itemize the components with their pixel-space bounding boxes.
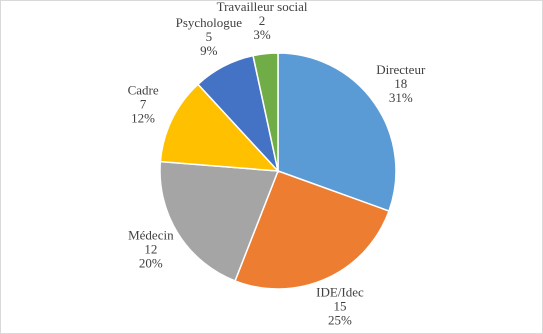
slice-label-name: Directeur [376,62,426,77]
pie-slice [252,52,279,172]
pie-slice [277,52,397,212]
slice-label-value: 7 [140,96,147,111]
slice-label-percent: 25% [328,313,352,328]
slice-label-percent: 12% [131,110,155,125]
slice-label-percent: 20% [139,256,163,271]
slice-label-name: Cadre [128,82,159,97]
pie-slice [159,83,280,172]
slice-label-name: Psychologue [176,15,243,30]
slice-label-value: 2 [259,13,266,28]
slice-label-name: Médecin [128,228,174,243]
slice-label-name: IDE/Idec [316,285,364,300]
slice-label-name: Travailleur social [217,0,308,14]
slice-label-percent: 31% [389,90,413,105]
slice-label-value: 18 [394,76,407,91]
slice-label-percent: 9% [200,43,218,58]
pie-slice [234,170,390,290]
slice-label-value: 12 [144,242,157,257]
slice-label-value: 15 [333,299,346,314]
slice-label-percent: 3% [253,27,271,42]
slice-label-value: 5 [206,29,213,44]
pie-slice [159,160,280,282]
